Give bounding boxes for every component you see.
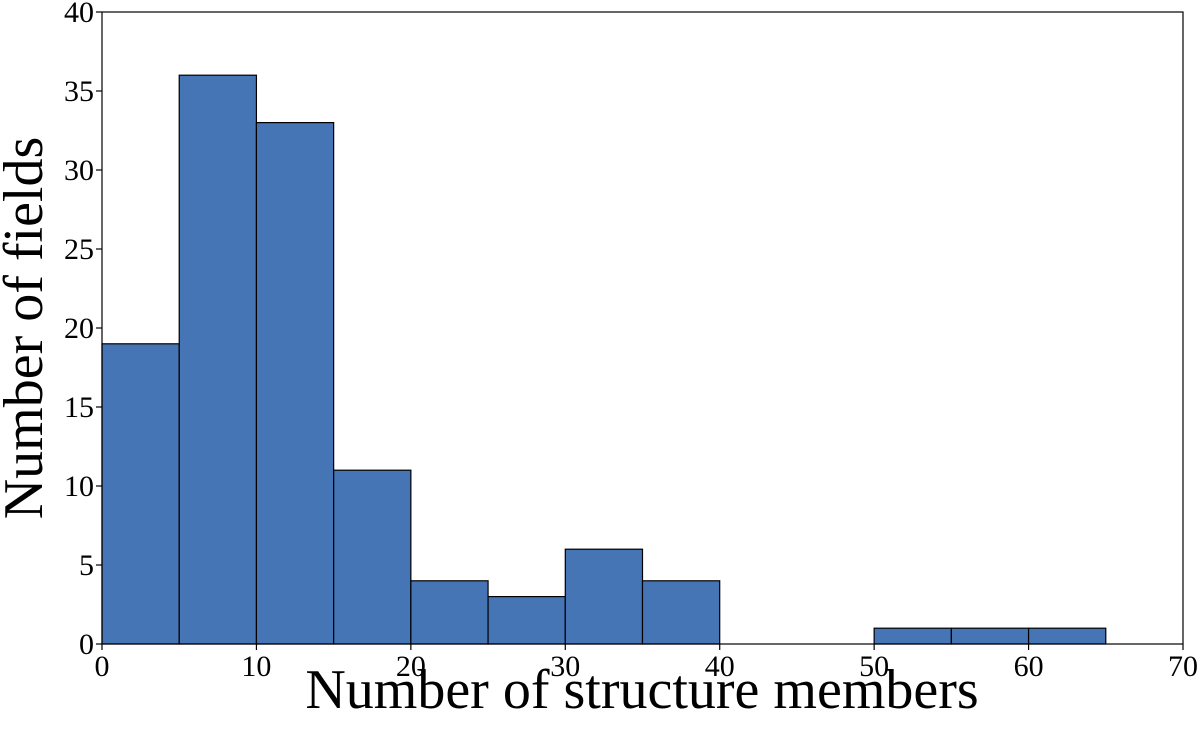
bars-group xyxy=(101,74,1107,645)
y-tick-label: 0 xyxy=(79,628,94,661)
x-axis-ticks: 0 10 20 30 40 50 60 70 xyxy=(95,644,1198,683)
y-tick-label: 35 xyxy=(64,75,94,108)
histogram-bar xyxy=(255,121,335,645)
x-tick-label: 20 xyxy=(396,650,426,683)
x-axis-title: Number of structure members xyxy=(305,659,978,721)
histogram-bar xyxy=(487,595,566,645)
histogram-bar xyxy=(1027,627,1107,645)
histogram-bar xyxy=(873,627,952,645)
y-tick-label: 15 xyxy=(64,391,94,424)
y-tick-label: 10 xyxy=(64,470,94,503)
histogram-bar xyxy=(178,74,258,645)
histogram-bar xyxy=(101,343,180,645)
histogram-bar xyxy=(410,580,489,645)
histogram-bar xyxy=(333,469,412,645)
histogram-bar xyxy=(950,627,1030,645)
x-tick-label: 0 xyxy=(95,650,110,683)
y-tick-label: 20 xyxy=(64,312,94,345)
x-tick-label: 40 xyxy=(705,650,735,683)
x-tick-label: 60 xyxy=(1014,650,1044,683)
y-axis-title: Number of fields xyxy=(0,137,55,520)
x-tick-label: 30 xyxy=(550,650,580,683)
x-tick-label: 70 xyxy=(1168,650,1198,683)
histogram-bar xyxy=(564,548,644,645)
y-tick-label: 30 xyxy=(64,154,94,187)
y-tick-label: 5 xyxy=(79,549,94,582)
y-tick-label: 25 xyxy=(64,233,94,266)
y-axis-ticks: 0 5 10 15 20 25 30 35 40 xyxy=(64,0,102,661)
x-tick-label: 50 xyxy=(859,650,889,683)
histogram-bar xyxy=(641,580,721,645)
y-tick-label: 40 xyxy=(64,0,94,29)
x-tick-label: 10 xyxy=(241,650,271,683)
